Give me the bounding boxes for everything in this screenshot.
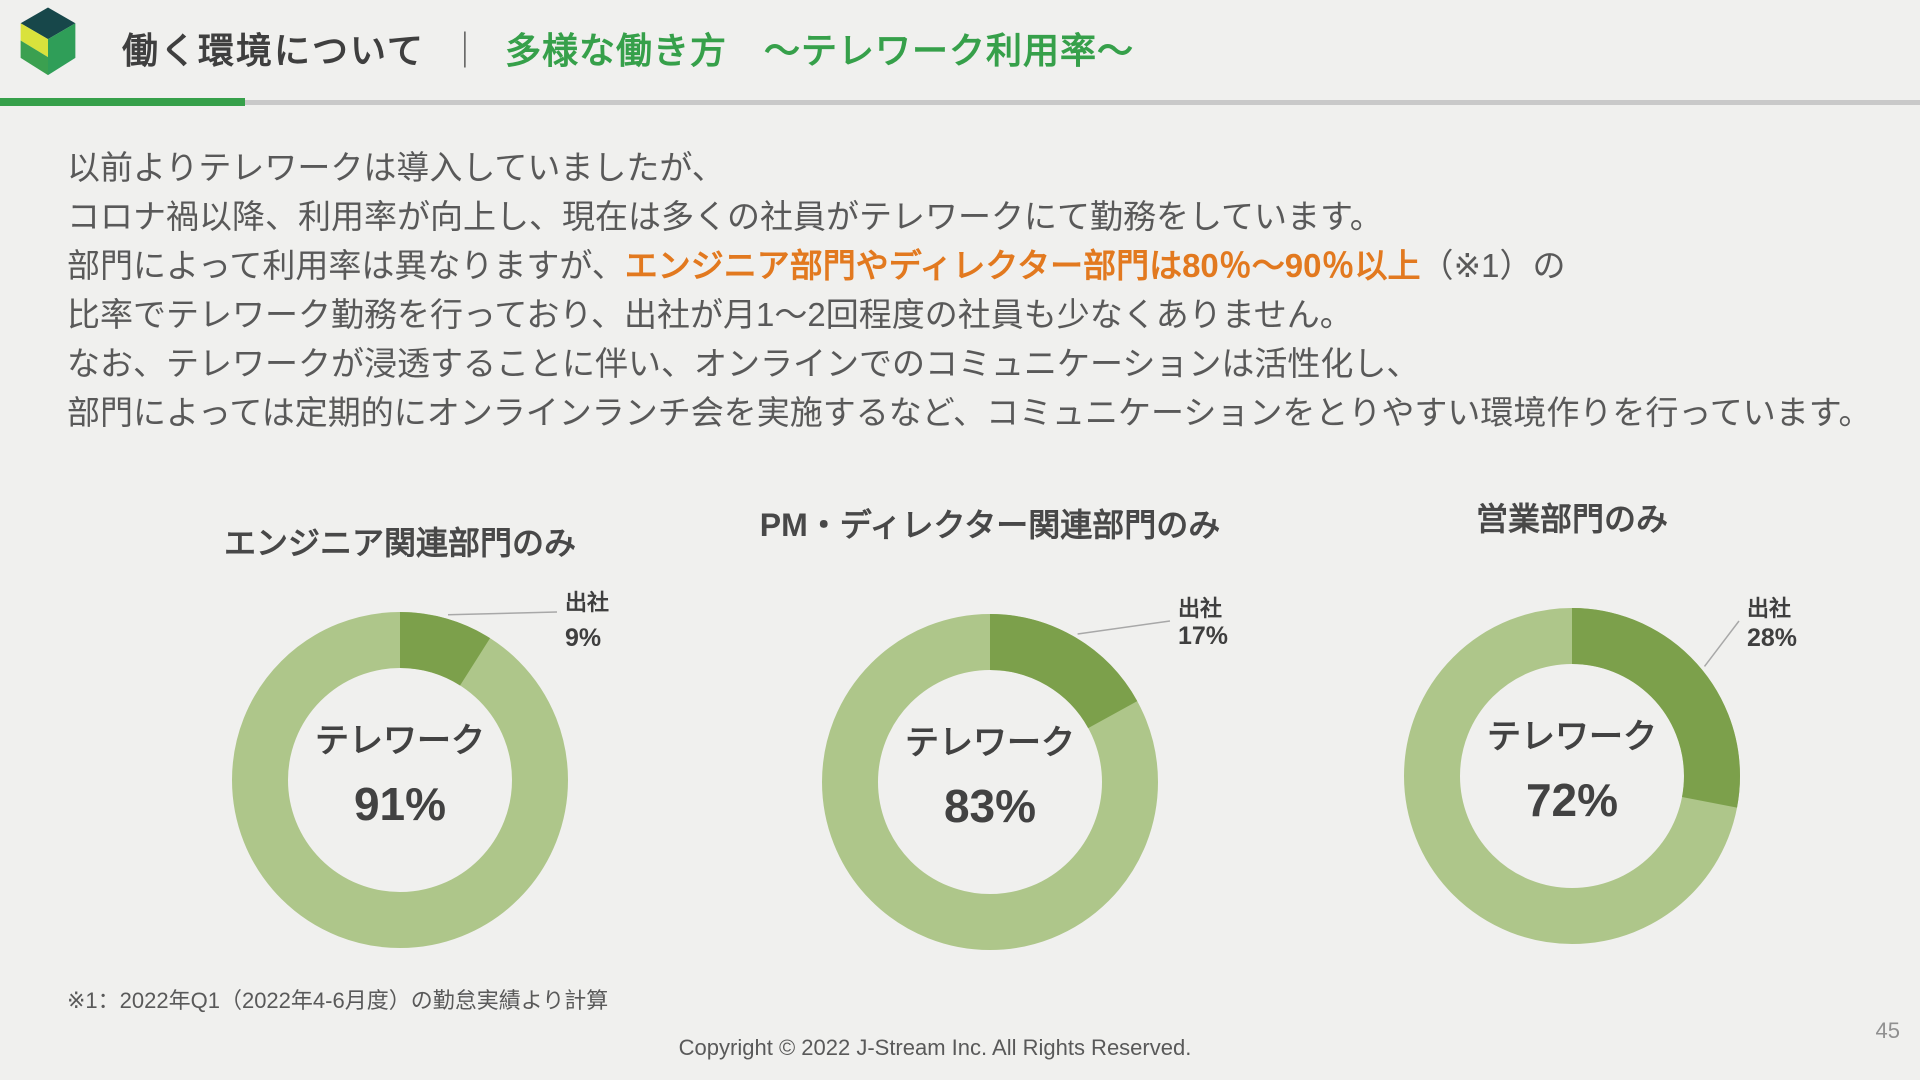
footnote: ※1：2022年Q1（2022年4-6月度）の勤怠実績より計算 xyxy=(67,988,609,1013)
paragraph-line-6: 部門によっては定期的にオンラインランチ会を実施するなど、コミュニケーションをとり… xyxy=(67,394,1872,431)
slide-header: 働く環境について ｜ 多様な働き方 ～テレワーク利用率～ xyxy=(0,0,1920,100)
office-segment xyxy=(822,614,1158,950)
callout-leader-line xyxy=(1077,620,1171,635)
callout-label: 出社 xyxy=(1178,596,1222,621)
copyright: Copyright © 2022 J-Stream Inc. All Right… xyxy=(678,1035,1192,1060)
paragraph-line-1: 以前よりテレワークは導入していましたが、 xyxy=(67,149,725,186)
page-title-sub: 多様な働き方 ～テレワーク利用率～ xyxy=(504,30,1134,71)
donut-engineering: 出社 9% テレワーク 91% xyxy=(232,590,609,948)
office-segment xyxy=(1404,608,1740,944)
office-segment xyxy=(232,612,568,948)
callout-value: 9% xyxy=(565,624,601,652)
donut-center-label: テレワーク xyxy=(315,722,485,760)
page-title-separator: ｜ xyxy=(446,30,483,71)
chart-title-sales: 営業部門のみ xyxy=(1475,501,1668,537)
intro-paragraph: 以前よりテレワークは導入していましたが、 コロナ禍以降、利用率が向上し、現在は多… xyxy=(67,143,1887,437)
page-number: 45 xyxy=(1875,1018,1900,1043)
donut-chart-sales: 営業部門のみ 出社 28% テレワーク 72% xyxy=(1292,490,1852,990)
paragraph-line-4: 比率でテレワーク勤務を行っており、出社が月1～2回程度の社員も少なくありません。 xyxy=(67,296,1353,333)
header-rule-accent xyxy=(0,98,245,106)
donut-sales: 出社 28% テレワーク 72% xyxy=(1404,596,1797,944)
callout-value: 17% xyxy=(1178,622,1228,650)
paragraph-line-3-pre: 部門によって利用率は異なりますが、 xyxy=(67,247,625,284)
callout-leader-line xyxy=(1703,620,1740,667)
donut-center-label: テレワーク xyxy=(905,724,1075,762)
paragraph-highlight: エンジニア部門やディレクター部門は80％～90％以上 xyxy=(624,247,1421,284)
donut-center-value: 83% xyxy=(944,780,1036,832)
donut-chart-engineering: エンジニア関連部門のみ 出社 9% テレワーク 91% xyxy=(120,490,680,990)
callout-label: 出社 xyxy=(565,590,609,615)
callout-leader-line xyxy=(447,611,558,616)
donut-center-value: 91% xyxy=(354,778,446,830)
header-rule xyxy=(0,100,1920,105)
page-title: 働く環境について ｜ 多様な働き方 ～テレワーク利用率～ xyxy=(122,0,1134,96)
chart-title-pm-director: PM・ディレクター関連部門のみ xyxy=(759,507,1221,543)
donut-pm-director: 出社 17% テレワーク 83% xyxy=(822,596,1228,950)
donut-center-value: 72% xyxy=(1526,774,1618,826)
callout-label: 出社 xyxy=(1747,596,1791,621)
paragraph-line-2: コロナ禍以降、利用率が向上し、現在は多くの社員がテレワークにて勤務をしています。 xyxy=(67,198,1383,235)
j-stream-logo-icon xyxy=(20,7,76,76)
chart-title-engineering: エンジニア関連部門のみ xyxy=(223,525,576,561)
paragraph-line-3: 部門によって利用率は異なりますが、エンジニア部門やディレクター部門は80％～90… xyxy=(67,241,1887,290)
paragraph-line-5: なお、テレワークが浸透することに伴い、オンラインでのコミュニケーションは活性化し… xyxy=(67,345,1420,382)
donut-chart-pm-director: PM・ディレクター関連部門のみ 出社 17% テレワーク 83% xyxy=(710,490,1270,990)
page-title-main: 働く環境について xyxy=(122,30,425,71)
donut-center-label: テレワーク xyxy=(1487,718,1657,756)
paragraph-line-3-post: （※1）の xyxy=(1420,247,1566,284)
callout-value: 28% xyxy=(1747,624,1797,652)
